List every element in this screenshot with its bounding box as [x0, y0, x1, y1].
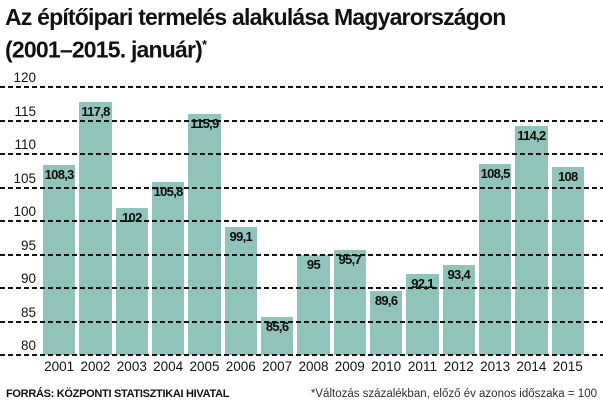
bar-2006: 99,1 — [224, 227, 257, 355]
x-tick-2008: 2008 — [298, 359, 329, 374]
x-tick-2002: 2002 — [80, 359, 111, 374]
chart-title: Az építőipari termelés alakulása Magyaro… — [5, 4, 506, 64]
chart-title-line2: (2001–2015. január) — [5, 36, 203, 63]
bar-2004: 105,8 — [151, 182, 185, 355]
bar-2007: 85,6 — [260, 317, 294, 355]
gridline-85 — [0, 320, 603, 323]
y-tick-105: 105 — [13, 170, 36, 186]
x-tick-2009: 2009 — [334, 359, 365, 374]
x-tick-2011: 2011 — [407, 359, 437, 374]
bar-value-2007: 85,6 — [265, 319, 289, 335]
x-tick-2012: 2012 — [443, 359, 474, 374]
gridline-80 — [0, 354, 603, 356]
y-tick-80: 80 — [20, 338, 36, 353]
chart-title-line1: Az építőipari termelés alakulása Magyaro… — [5, 4, 506, 30]
x-tick-2014: 2014 — [516, 359, 547, 374]
bar-2008: 95 — [297, 254, 330, 355]
gridline-120 — [0, 86, 603, 88]
y-tick-115: 115 — [14, 103, 36, 119]
x-tick-2013: 2013 — [480, 359, 511, 374]
x-tick-2003: 2003 — [116, 359, 147, 374]
x-axis-labels: 2001 2002 2003 2004 2005 2006 2007 2008 2009 2010… — [43, 359, 584, 376]
bar-value-2012: 93,4 — [447, 267, 471, 283]
gridline-100 — [0, 220, 603, 222]
x-tick-2004: 2004 — [153, 359, 184, 374]
gridline-110 — [0, 153, 603, 155]
x-tick-2007: 2007 — [262, 359, 293, 374]
bar-2003: 102 — [115, 207, 148, 355]
gridline-95 — [0, 253, 603, 256]
gridline-90 — [0, 287, 603, 289]
x-tick-2010: 2010 — [371, 359, 402, 374]
y-tick-100: 100 — [13, 204, 36, 219]
bar-2012: 93,4 — [442, 265, 475, 355]
y-tick-90: 90 — [20, 271, 36, 286]
gridline-105 — [0, 186, 603, 189]
bar-2005: 115,9 — [188, 114, 221, 355]
bar-2015: 108 — [551, 167, 584, 355]
bar-value-2013: 108,5 — [480, 166, 511, 182]
bar-value-2010: 89,6 — [374, 292, 398, 308]
x-tick-2005: 2005 — [189, 359, 220, 374]
gridline-115 — [0, 119, 603, 122]
title-footnote-asterisk: * — [202, 37, 207, 52]
bar-value-2003: 102 — [122, 209, 142, 225]
bar-value-2009: 95,7 — [338, 251, 362, 267]
bar-2014: 114,2 — [515, 125, 548, 355]
source-note: FORRÁS: KÖZPONTI STATISZTIKAI HIVATAL — [6, 388, 230, 400]
bar-value-2008: 95 — [306, 256, 321, 272]
x-tick-2001: 2001 — [44, 359, 75, 374]
bar-2009: 95,7 — [333, 249, 366, 355]
bar-value-2015: 108 — [557, 169, 578, 185]
x-tick-2006: 2006 — [225, 359, 256, 374]
bar-value-2014: 114,2 — [517, 127, 546, 143]
y-tick-85: 85 — [20, 304, 36, 320]
y-tick-95: 95 — [20, 237, 36, 253]
footnote: *Változás százalékban, előző év azonos i… — [310, 388, 597, 400]
bar-value-2006: 99,1 — [229, 229, 253, 245]
bar-2001: 108,3 — [43, 165, 76, 355]
bar-2013: 108,5 — [478, 164, 512, 355]
y-tick-120: 120 — [13, 70, 36, 85]
bar-2010: 89,6 — [369, 290, 403, 355]
bars-layer: 108,3 117,8 102 105,8 115,9 99,1 85,6 95 95,7 89,… — [43, 87, 584, 355]
x-tick-2015: 2015 — [552, 359, 583, 374]
bar-value-2002: 117,8 — [81, 103, 110, 119]
bar-value-2001: 108,3 — [44, 167, 75, 183]
bar-2002: 117,8 — [79, 101, 112, 355]
y-tick-110: 110 — [14, 137, 36, 152]
